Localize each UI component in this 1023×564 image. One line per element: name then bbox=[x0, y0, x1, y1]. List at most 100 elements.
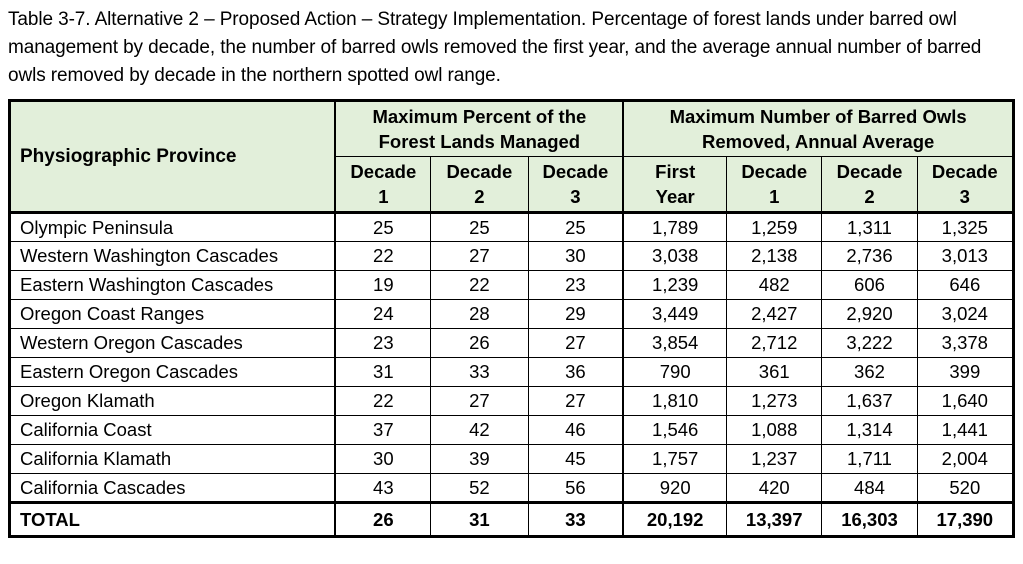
subheader-percent-decade-2: Decade 2 bbox=[430, 156, 529, 213]
province-cell: Oregon Klamath bbox=[9, 386, 336, 416]
value-cell: 25 bbox=[430, 212, 529, 242]
value-cell: 1,239 bbox=[622, 270, 728, 300]
value-cell: 3,449 bbox=[622, 299, 728, 329]
table-body: Olympic Peninsula 25 25 25 1,789 1,259 1,311 1,… bbox=[9, 212, 1015, 503]
value-cell: 2,004 bbox=[916, 444, 1015, 474]
value-cell: 420 bbox=[726, 473, 823, 503]
table-footer: TOTAL 26 31 33 20,192 13,397 16,303 17,3… bbox=[9, 502, 1015, 537]
group-header-row: Physiographic Province Maximum Percent o… bbox=[9, 100, 1015, 213]
value-cell: 2,712 bbox=[726, 328, 823, 358]
value-cell: 1,640 bbox=[916, 386, 1015, 416]
group-header-percent-managed: Maximum Percent of the Forest Lands Mana… bbox=[334, 100, 624, 157]
value-cell: 2,138 bbox=[726, 241, 823, 271]
table-row: Oregon Klamath 22 27 27 1,810 1,273 1,637 1,640 bbox=[9, 386, 1015, 416]
value-cell: 29 bbox=[527, 299, 624, 329]
table-caption: Table 3-7. Alternative 2 – Proposed Acti… bbox=[8, 9, 982, 86]
value-cell: 790 bbox=[622, 357, 728, 387]
total-removed-decade-3: 17,390 bbox=[916, 502, 1015, 537]
total-first-year: 20,192 bbox=[622, 502, 728, 537]
value-cell: 1,325 bbox=[916, 212, 1015, 242]
value-cell: 30 bbox=[527, 241, 624, 271]
total-label: TOTAL bbox=[9, 502, 336, 537]
table-row: Oregon Coast Ranges 24 28 29 3,449 2,427 2,920… bbox=[9, 299, 1015, 329]
subheader-removed-decade-1: Decade 1 bbox=[726, 156, 823, 213]
value-cell: 19 bbox=[334, 270, 432, 300]
value-cell: 1,088 bbox=[726, 415, 823, 445]
province-cell: Olympic Peninsula bbox=[9, 212, 336, 242]
value-cell: 22 bbox=[430, 270, 529, 300]
value-cell: 920 bbox=[622, 473, 728, 503]
total-percent-decade-3: 33 bbox=[527, 502, 624, 537]
table-row: Western Oregon Cascades 23 26 27 3,854 2,712 3… bbox=[9, 328, 1015, 358]
total-percent-decade-1: 26 bbox=[334, 502, 432, 537]
province-cell: Western Washington Cascades bbox=[9, 241, 336, 271]
value-cell: 31 bbox=[334, 357, 432, 387]
value-cell: 1,637 bbox=[821, 386, 918, 416]
table-row: California Coast 37 42 46 1,546 1,088 1,314 1,4… bbox=[9, 415, 1015, 445]
total-removed-decade-2: 16,303 bbox=[821, 502, 918, 537]
table-row: Olympic Peninsula 25 25 25 1,789 1,259 1,311 1,… bbox=[9, 212, 1015, 242]
value-cell: 1,711 bbox=[821, 444, 918, 474]
subheader-first-year: First Year bbox=[622, 156, 728, 213]
value-cell: 3,378 bbox=[916, 328, 1015, 358]
value-cell: 362 bbox=[821, 357, 918, 387]
value-cell: 33 bbox=[430, 357, 529, 387]
value-cell: 23 bbox=[527, 270, 624, 300]
value-cell: 24 bbox=[334, 299, 432, 329]
value-cell: 23 bbox=[334, 328, 432, 358]
value-cell: 22 bbox=[334, 241, 432, 271]
value-cell: 36 bbox=[527, 357, 624, 387]
value-cell: 37 bbox=[334, 415, 432, 445]
value-cell: 1,314 bbox=[821, 415, 918, 445]
value-cell: 3,024 bbox=[916, 299, 1015, 329]
province-cell: Western Oregon Cascades bbox=[9, 328, 336, 358]
value-cell: 399 bbox=[916, 357, 1015, 387]
province-cell: Oregon Coast Ranges bbox=[9, 299, 336, 329]
value-cell: 1,441 bbox=[916, 415, 1015, 445]
value-cell: 56 bbox=[527, 473, 624, 503]
value-cell: 43 bbox=[334, 473, 432, 503]
province-cell: Eastern Washington Cascades bbox=[9, 270, 336, 300]
total-percent-decade-2: 31 bbox=[430, 502, 529, 537]
group-header-owls-removed: Maximum Number of Barred Owls Removed, A… bbox=[622, 100, 1015, 157]
province-cell: California Klamath bbox=[9, 444, 336, 474]
value-cell: 1,789 bbox=[622, 212, 728, 242]
total-row: TOTAL 26 31 33 20,192 13,397 16,303 17,3… bbox=[9, 502, 1015, 537]
table-row: Western Washington Cascades 22 27 30 3,038 2,… bbox=[9, 241, 1015, 271]
value-cell: 22 bbox=[334, 386, 432, 416]
value-cell: 3,222 bbox=[821, 328, 918, 358]
value-cell: 52 bbox=[430, 473, 529, 503]
value-cell: 2,427 bbox=[726, 299, 823, 329]
table-row: Eastern Washington Cascades 19 22 23 1,239 48… bbox=[9, 270, 1015, 300]
value-cell: 46 bbox=[527, 415, 624, 445]
value-cell: 606 bbox=[821, 270, 918, 300]
table-header: Physiographic Province Maximum Percent o… bbox=[9, 100, 1015, 213]
province-column-header: Physiographic Province bbox=[9, 100, 336, 213]
value-cell: 3,038 bbox=[622, 241, 728, 271]
value-cell: 2,920 bbox=[821, 299, 918, 329]
value-cell: 1,273 bbox=[726, 386, 823, 416]
value-cell: 3,013 bbox=[916, 241, 1015, 271]
value-cell: 30 bbox=[334, 444, 432, 474]
value-cell: 361 bbox=[726, 357, 823, 387]
province-cell: California Cascades bbox=[9, 473, 336, 503]
value-cell: 520 bbox=[916, 473, 1015, 503]
table-row: California Cascades 43 52 56 920 420 484 520 bbox=[9, 473, 1015, 503]
total-removed-decade-1: 13,397 bbox=[726, 502, 823, 537]
province-cell: Eastern Oregon Cascades bbox=[9, 357, 336, 387]
document-page: Table 3-7. Alternative 2 – Proposed Acti… bbox=[8, 9, 1015, 538]
value-cell: 1,757 bbox=[622, 444, 728, 474]
value-cell: 3,854 bbox=[622, 328, 728, 358]
subheader-percent-decade-3: Decade 3 bbox=[527, 156, 624, 213]
value-cell: 482 bbox=[726, 270, 823, 300]
value-cell: 646 bbox=[916, 270, 1015, 300]
value-cell: 1,546 bbox=[622, 415, 728, 445]
value-cell: 39 bbox=[430, 444, 529, 474]
value-cell: 1,810 bbox=[622, 386, 728, 416]
table-row: Eastern Oregon Cascades 31 33 36 790 361 362 39… bbox=[9, 357, 1015, 387]
value-cell: 42 bbox=[430, 415, 529, 445]
value-cell: 1,259 bbox=[726, 212, 823, 242]
subheader-percent-decade-1: Decade 1 bbox=[334, 156, 432, 213]
value-cell: 28 bbox=[430, 299, 529, 329]
table-row: California Klamath 30 39 45 1,757 1,237 1,711 2… bbox=[9, 444, 1015, 474]
